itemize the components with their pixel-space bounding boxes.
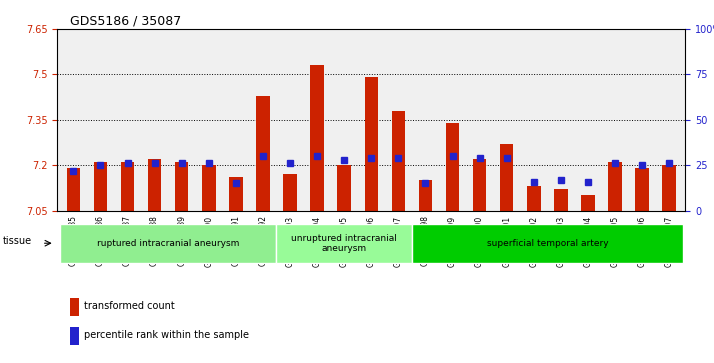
Bar [581, 195, 595, 211]
FancyBboxPatch shape [60, 224, 276, 263]
Bar [121, 162, 134, 211]
Bar [141, 29, 169, 211]
Bar [87, 29, 114, 211]
Bar [601, 29, 628, 211]
Bar [412, 29, 439, 211]
Bar [608, 162, 622, 211]
Text: unruptured intracranial
aneurysm: unruptured intracranial aneurysm [291, 233, 397, 253]
Bar [94, 162, 107, 211]
Bar [574, 29, 601, 211]
Bar [70, 298, 79, 316]
Bar [175, 162, 188, 211]
Text: tissue: tissue [3, 236, 32, 246]
Bar [628, 29, 655, 211]
Bar [148, 159, 161, 211]
Bar [202, 165, 216, 211]
Bar [331, 29, 358, 211]
Bar [521, 29, 548, 211]
Bar [473, 159, 486, 211]
Bar [500, 144, 513, 211]
Bar [276, 29, 303, 211]
Bar [60, 29, 87, 211]
Bar [466, 29, 493, 211]
Bar [256, 95, 270, 211]
Bar [365, 77, 378, 211]
Bar [249, 29, 276, 211]
Bar [385, 29, 412, 211]
Text: superficial temporal artery: superficial temporal artery [486, 239, 608, 248]
Bar [446, 123, 459, 211]
Text: transformed count: transformed count [84, 301, 174, 311]
Bar [338, 165, 351, 211]
Bar [169, 29, 195, 211]
Bar [283, 174, 297, 211]
Text: ruptured intracranial aneurysm: ruptured intracranial aneurysm [97, 239, 239, 248]
Bar [391, 111, 405, 211]
Bar [358, 29, 385, 211]
Bar [66, 168, 80, 211]
Bar [311, 65, 324, 211]
Bar [548, 29, 574, 211]
Text: percentile rank within the sample: percentile rank within the sample [84, 330, 248, 340]
Bar [493, 29, 521, 211]
Text: GDS5186 / 35087: GDS5186 / 35087 [70, 15, 181, 28]
Bar [418, 180, 432, 211]
Bar [527, 186, 540, 211]
Bar [303, 29, 331, 211]
FancyBboxPatch shape [276, 224, 412, 263]
Bar [439, 29, 466, 211]
Bar [554, 189, 568, 211]
Bar [635, 168, 649, 211]
Bar [229, 177, 243, 211]
Bar [70, 327, 79, 345]
Bar [655, 29, 683, 211]
Bar [114, 29, 141, 211]
Bar [195, 29, 222, 211]
FancyBboxPatch shape [412, 224, 683, 263]
Bar [222, 29, 249, 211]
Bar [663, 165, 676, 211]
